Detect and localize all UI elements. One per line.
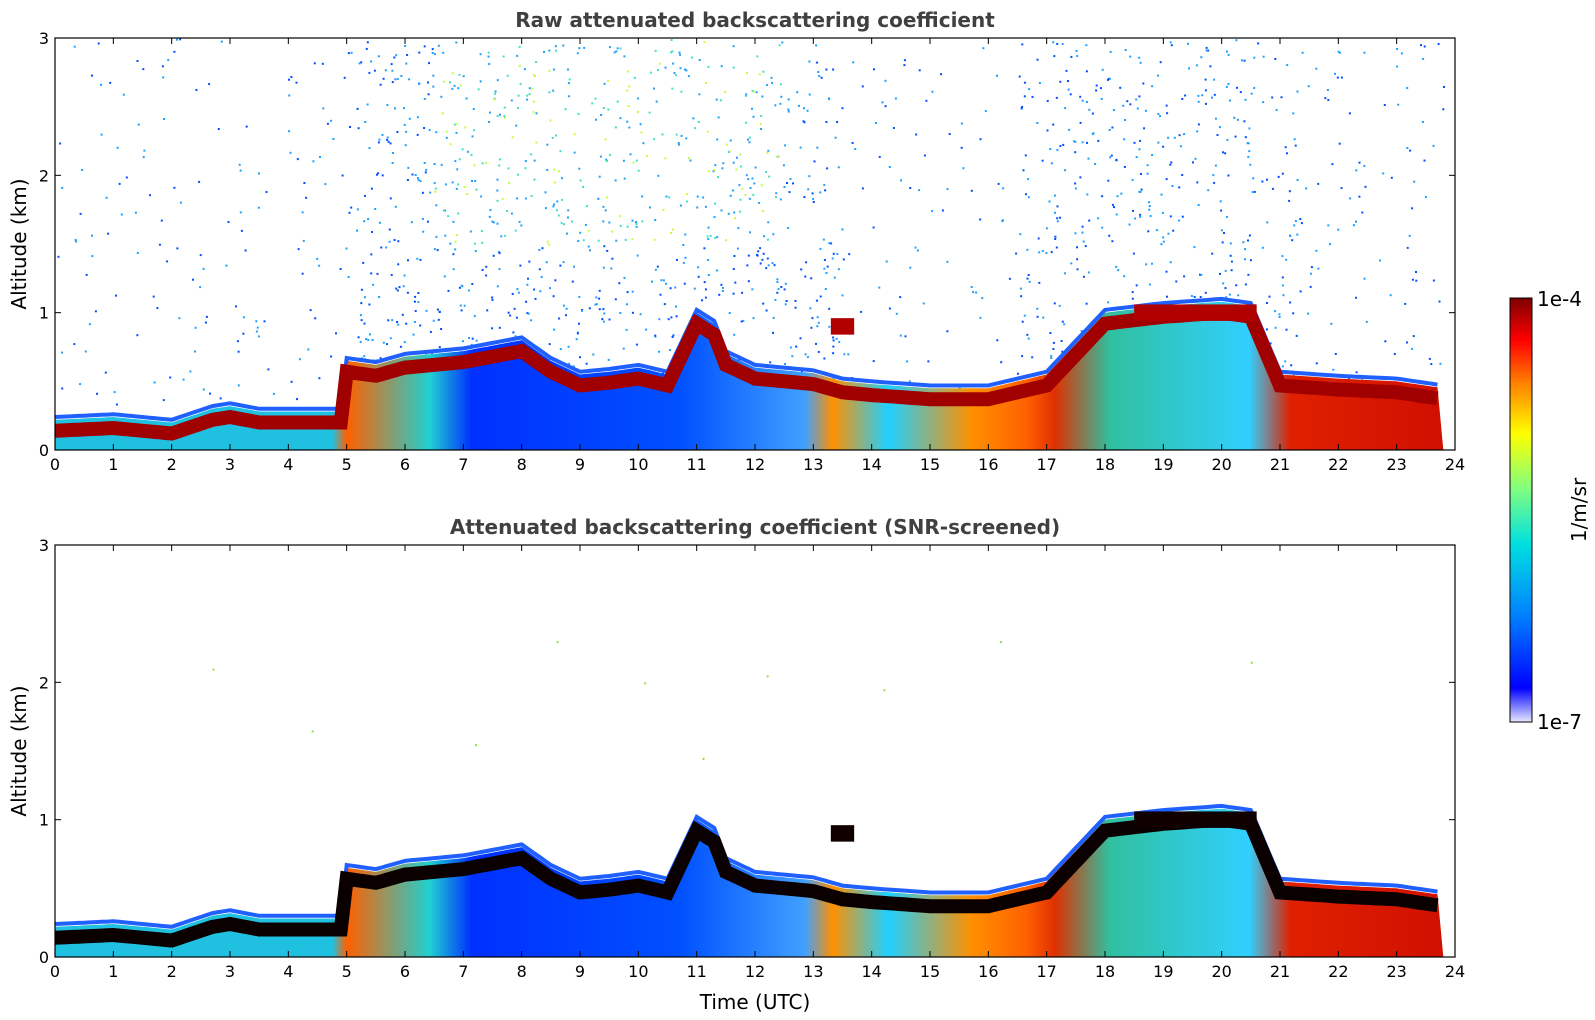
x-tick-label: 12 — [745, 962, 765, 981]
x-tick-label: 5 — [342, 455, 352, 474]
layer-top-edge — [55, 296, 1438, 422]
panel-snr-y-ticks: 0 1 2 3 — [39, 536, 1455, 967]
x-tick-label: 6 — [400, 962, 410, 981]
x-tick-label: 19 — [1153, 962, 1173, 981]
x-tick-label: 14 — [861, 455, 881, 474]
y-tick-label: 0 — [39, 441, 49, 460]
panel-snr-x-axis-label: Time (UTC) — [699, 990, 811, 1014]
x-tick-label: 18 — [1095, 962, 1115, 981]
x-tick-label: 7 — [458, 962, 468, 981]
elevated-layer-1 — [1134, 811, 1257, 828]
elevated-layer-2 — [830, 318, 855, 335]
y-tick-label: 3 — [39, 536, 49, 555]
x-tick-label: 2 — [167, 455, 177, 474]
x-tick-label: 0 — [50, 962, 60, 981]
colorbar: 1e-4 1e-7 1/m/sr — [1509, 287, 1591, 734]
x-tick-label: 3 — [225, 962, 235, 981]
panel-raw-x-ticks: 0 1 2 3 4 5 6 7 8 9 10 11 12 13 14 15 16 17 18 19 20 21 22 23 24 — [50, 38, 1465, 474]
x-tick-label: 16 — [978, 455, 998, 474]
x-tick-label: 14 — [861, 962, 881, 981]
y-tick-label: 2 — [39, 166, 49, 185]
x-tick-label: 9 — [575, 962, 585, 981]
x-tick-label: 4 — [283, 455, 293, 474]
elevated-layer-2 — [830, 825, 855, 842]
x-tick-label: 17 — [1036, 962, 1056, 981]
x-tick-label: 24 — [1445, 962, 1465, 981]
x-tick-label: 16 — [978, 962, 998, 981]
y-tick-label: 1 — [39, 811, 49, 830]
x-tick-label: 13 — [803, 962, 823, 981]
x-tick-label: 10 — [628, 455, 648, 474]
x-tick-label: 21 — [1270, 962, 1290, 981]
x-tick-label: 0 — [50, 455, 60, 474]
panel-raw-y-ticks: 0 1 2 3 — [39, 29, 1455, 460]
x-tick-label: 20 — [1211, 962, 1231, 981]
colorbar-max-label: 1e-4 — [1537, 287, 1582, 311]
x-tick-label: 22 — [1328, 962, 1348, 981]
panel-raw-title: Raw attenuated backscattering coefficien… — [515, 8, 995, 32]
y-tick-label: 3 — [39, 29, 49, 48]
x-tick-label: 5 — [342, 962, 352, 981]
x-tick-label: 13 — [803, 455, 823, 474]
x-tick-label: 1 — [108, 455, 118, 474]
x-tick-label: 20 — [1211, 455, 1231, 474]
x-tick-label: 23 — [1386, 962, 1406, 981]
x-tick-label: 12 — [745, 455, 765, 474]
x-tick-label: 23 — [1386, 455, 1406, 474]
y-tick-label: 2 — [39, 673, 49, 692]
elevated-layer-1 — [1134, 304, 1257, 321]
x-tick-label: 3 — [225, 455, 235, 474]
x-tick-label: 24 — [1445, 455, 1465, 474]
x-tick-label: 17 — [1036, 455, 1056, 474]
panel-raw-plot-area — [55, 38, 1445, 450]
x-tick-label: 2 — [167, 962, 177, 981]
y-tick-label: 0 — [39, 948, 49, 967]
panel-snr: Attenuated backscattering coefficient (S… — [7, 515, 1465, 1014]
x-tick-label: 18 — [1095, 455, 1115, 474]
x-tick-label: 22 — [1328, 455, 1348, 474]
x-tick-label: 21 — [1270, 455, 1290, 474]
y-tick-label: 1 — [39, 304, 49, 323]
x-tick-label: 11 — [686, 455, 706, 474]
panel-raw-y-axis-label: Altitude (km) — [7, 178, 31, 309]
panel-snr-y-axis-label: Altitude (km) — [7, 685, 31, 816]
panel-snr-plot-area — [55, 641, 1444, 957]
panel-snr-x-ticks: 0 1 2 3 4 5 6 7 8 9 10 11 12 13 14 15 16 17 18 19 20 21 22 23 24 — [50, 545, 1465, 981]
x-tick-label: 11 — [686, 962, 706, 981]
x-tick-label: 7 — [458, 455, 468, 474]
x-tick-label: 4 — [283, 962, 293, 981]
x-tick-label: 9 — [575, 455, 585, 474]
colorbar-min-label: 1e-7 — [1537, 710, 1582, 734]
colorbar-gradient — [1509, 297, 1533, 723]
panel-raw: Raw attenuated backscattering coefficien… — [7, 8, 1465, 474]
noise-speckle — [57, 38, 1445, 406]
x-tick-label: 15 — [920, 455, 940, 474]
x-tick-label: 10 — [628, 962, 648, 981]
x-tick-label: 15 — [920, 962, 940, 981]
panel-snr-title: Attenuated backscattering coefficient (S… — [450, 515, 1060, 539]
x-tick-label: 8 — [517, 962, 527, 981]
layer-top-edge — [55, 803, 1438, 929]
colorbar-unit-label: 1/m/sr — [1567, 477, 1591, 542]
x-tick-label: 6 — [400, 455, 410, 474]
x-tick-label: 1 — [108, 962, 118, 981]
x-tick-label: 8 — [517, 455, 527, 474]
x-tick-label: 19 — [1153, 455, 1173, 474]
